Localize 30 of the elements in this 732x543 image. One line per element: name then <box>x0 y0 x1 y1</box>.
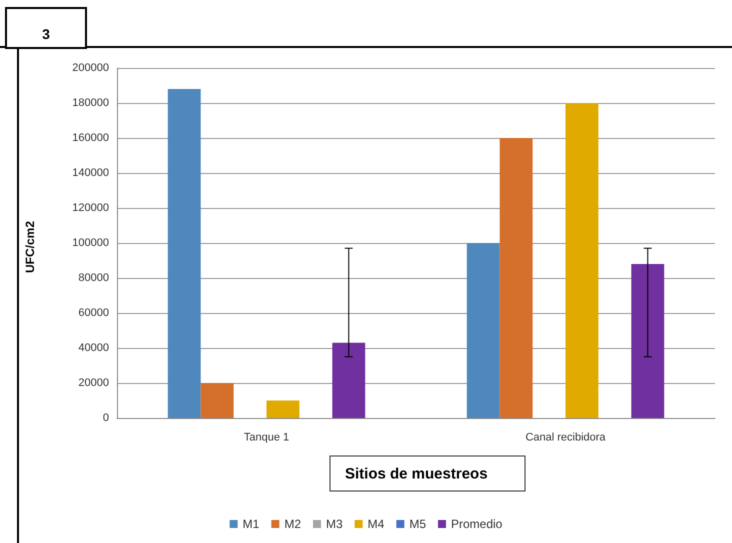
bar <box>200 383 234 418</box>
bar <box>266 400 300 418</box>
y-tick-label: 20000 <box>78 377 109 389</box>
x-axis-title: Sitios de muestreos <box>345 466 488 482</box>
legend-label: Promedio <box>450 517 503 531</box>
x-tick-label: Canal recibidora <box>525 432 606 444</box>
text: 3 <box>42 26 50 42</box>
bar <box>631 264 664 418</box>
bar <box>500 138 533 418</box>
bar <box>466 243 500 418</box>
bar <box>332 342 366 418</box>
y-tick-label: 80000 <box>78 272 109 284</box>
x-tick-label: Tanque 1 <box>244 432 290 444</box>
bar <box>566 103 598 418</box>
y-tick-label: 40000 <box>78 342 109 354</box>
legend-label: M2 <box>284 517 302 531</box>
legend-label: M4 <box>368 517 385 531</box>
y-tick-label: 100000 <box>72 237 109 249</box>
legend-label: M3 <box>326 517 343 531</box>
y-tick-label: 200000 <box>72 62 109 74</box>
legend-label: M5 <box>409 517 426 531</box>
y-tick-label: 120000 <box>72 202 109 214</box>
legend-label: M1 <box>242 517 260 531</box>
y-tick-label: 0 <box>102 412 109 424</box>
y-tick-label: 60000 <box>78 307 109 319</box>
y-tick-label: 140000 <box>72 167 109 179</box>
y-axis-title: UFC/cm2 <box>23 220 37 274</box>
y-tick-label: 180000 <box>72 97 109 109</box>
bar <box>168 89 201 418</box>
y-tick-label: 160000 <box>72 132 109 144</box>
